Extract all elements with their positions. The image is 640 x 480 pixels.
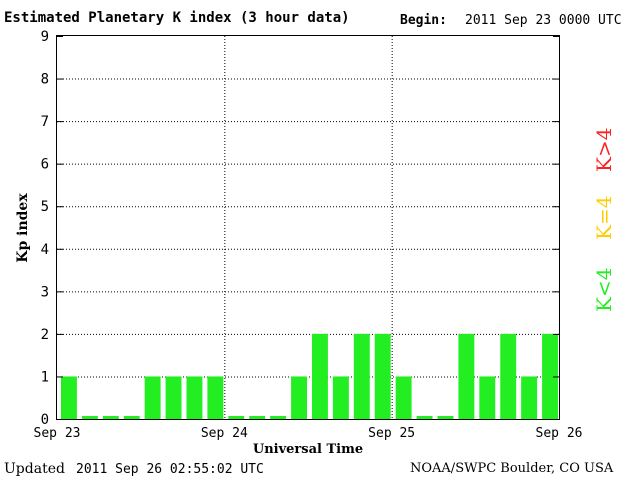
plot-frame xyxy=(56,35,560,420)
ytick-label-8: 8 xyxy=(41,72,49,88)
credit: NOAA/SWPC Boulder, CO USA xyxy=(410,461,614,476)
bar-14 xyxy=(353,333,370,419)
ytick-label-6: 6 xyxy=(41,157,49,173)
y-axis-ticks: 0 1 2 3 4 5 6 7 8 9 xyxy=(41,29,559,428)
bar-1 xyxy=(81,416,98,419)
legend-k-equal-4: K=4 xyxy=(592,195,616,240)
bar-21 xyxy=(500,333,517,419)
bar-0 xyxy=(61,376,77,419)
bars xyxy=(61,333,558,419)
bar-8 xyxy=(228,416,245,419)
xtick-label-1: Sep 24 xyxy=(201,426,248,441)
xtick-label-2: Sep 25 xyxy=(368,426,415,441)
bar-5 xyxy=(165,376,182,419)
bar-12 xyxy=(312,333,328,419)
bar-19 xyxy=(458,333,475,419)
ytick-label-7: 7 xyxy=(41,114,49,130)
legend-k-less-4: K<4 xyxy=(592,267,616,312)
bar-18 xyxy=(437,416,454,419)
bar-22 xyxy=(521,376,538,419)
updated-value: 2011 Sep 26 02:55:02 UTC xyxy=(76,462,264,477)
y-axis-label: Kp index xyxy=(15,193,31,263)
xtick-label-3: Sep 26 xyxy=(536,426,583,441)
bar-17 xyxy=(416,416,433,419)
bar-23 xyxy=(542,333,558,419)
bar-15 xyxy=(374,333,391,419)
updated-label: Updated xyxy=(4,461,65,477)
bar-7 xyxy=(207,376,224,419)
ytick-label-4: 4 xyxy=(41,242,49,258)
legend-k-greater-4: K>4 xyxy=(592,127,616,172)
ytick-label-0: 0 xyxy=(41,412,49,428)
bar-6 xyxy=(186,376,203,419)
ytick-label-5: 5 xyxy=(41,199,49,215)
ytick-label-1: 1 xyxy=(41,369,49,385)
begin-value: 2011 Sep 23 0000 UTC xyxy=(465,13,622,28)
bar-16 xyxy=(395,376,412,419)
x-axis-label: Universal Time xyxy=(253,442,363,457)
begin-label: Begin: xyxy=(400,13,447,28)
xtick-label-0: Sep 23 xyxy=(34,426,81,441)
bar-9 xyxy=(249,416,266,419)
bar-2 xyxy=(102,416,119,419)
grid-lines xyxy=(57,36,559,419)
ytick-label-3: 3 xyxy=(41,284,49,300)
ytick-label-9: 9 xyxy=(41,29,49,45)
bar-20 xyxy=(479,376,496,419)
bar-4 xyxy=(144,376,161,419)
x-axis-ticks: Sep 23 Sep 24 Sep 25 Sep 26 xyxy=(34,426,583,441)
bar-11 xyxy=(291,376,307,419)
bar-10 xyxy=(270,416,287,419)
bar-3 xyxy=(123,416,140,419)
chart-title: Estimated Planetary K index (3 hour data… xyxy=(4,10,350,26)
ytick-label-2: 2 xyxy=(41,327,49,343)
bar-13 xyxy=(332,376,349,419)
